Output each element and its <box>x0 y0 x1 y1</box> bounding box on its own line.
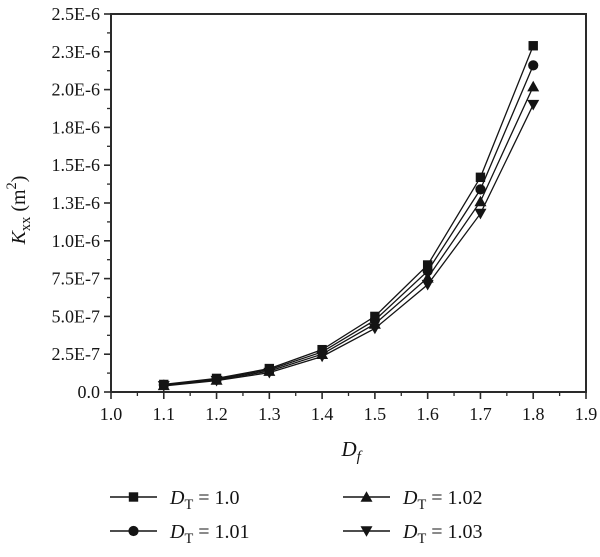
y-tick-label: 1.0E-6 <box>52 231 101 251</box>
legend: DT = 1.0 DT = 1.01 DT = 1.02 DT = 1.03 <box>110 487 483 547</box>
x-tick-label: 1.9 <box>575 404 598 424</box>
legend-item-3: DT = 1.03 <box>343 521 483 547</box>
x-tick-label: 1.6 <box>416 404 439 424</box>
x-tick-label: 1.1 <box>153 404 176 424</box>
y-tick-label: 7.5E-7 <box>52 269 101 289</box>
triangle-up-marker <box>474 195 487 207</box>
y-tick-label: 1.5E-6 <box>52 155 101 175</box>
y-tick-label: 2.0E-6 <box>52 80 101 100</box>
legend-item-2: DT = 1.02 <box>343 487 483 513</box>
legend-item-0: DT = 1.0 <box>110 487 240 513</box>
x-tick-label: 1.3 <box>258 404 281 424</box>
triangle-down-marker <box>263 367 276 379</box>
x-axis-title: Df <box>340 437 362 465</box>
legend-label: DT = 1.03 <box>402 521 483 547</box>
y-tick-label: 2.5E-7 <box>52 344 101 364</box>
triangle-up-marker <box>527 80 540 92</box>
triangle-down-marker <box>527 99 540 111</box>
series-line <box>163 45 534 386</box>
legend-item-1: DT = 1.01 <box>110 521 250 547</box>
square-marker <box>128 492 139 502</box>
square-marker <box>528 41 538 51</box>
data-series <box>157 41 540 392</box>
series-line <box>163 104 534 387</box>
series-line <box>163 65 534 386</box>
circle-marker <box>528 60 539 71</box>
triangle-down-marker <box>474 208 487 220</box>
triangle-down-marker <box>360 526 373 537</box>
y-tick-label: 2.3E-6 <box>52 42 101 62</box>
triangle-down-marker <box>421 279 434 291</box>
series-3 <box>157 99 540 392</box>
y-axis: 0.0 2.5E-7 5.0E-7 7.5E-7 1.0E-6 1.3E-6 1.5E-6 1… <box>52 4 111 402</box>
triangle-down-marker <box>368 323 381 335</box>
x-tick-label: 1.7 <box>469 404 492 424</box>
triangle-up-marker <box>360 491 373 502</box>
y-tick-label: 1.3E-6 <box>52 193 101 213</box>
x-axis: 1.0 1.1 1.2 1.3 1.4 1.5 1.6 1.7 1.8 1.9 <box>100 392 598 424</box>
y-tick-label: 5.0E-7 <box>52 306 101 326</box>
series-2 <box>157 80 540 391</box>
circle-marker <box>128 525 139 537</box>
legend-label: DT = 1.01 <box>169 521 250 547</box>
series-line <box>163 86 534 386</box>
y-tick-label: 2.5E-6 <box>52 4 101 24</box>
y-axis-title-text: Kxx (m2) <box>4 176 34 246</box>
circle-marker <box>475 184 486 195</box>
square-marker <box>422 260 433 270</box>
x-tick-label: 1.0 <box>100 404 123 424</box>
y-tick-label: 1.8E-6 <box>52 117 101 137</box>
x-axis-title-text: Df <box>340 437 362 465</box>
x-tick-label: 1.2 <box>205 404 228 424</box>
x-tick-label: 1.5 <box>364 404 387 424</box>
triangle-down-marker <box>316 351 329 363</box>
legend-label: DT = 1.02 <box>402 487 483 513</box>
x-tick-label: 1.8 <box>522 404 545 424</box>
triangle-down-marker <box>157 381 170 392</box>
series-1 <box>158 60 539 390</box>
triangle-down-marker <box>210 375 223 387</box>
legend-label: DT = 1.0 <box>169 487 240 513</box>
square-marker <box>475 172 486 182</box>
y-tick-label: 0.0 <box>78 382 101 402</box>
y-axis-title: Kxx (m2) <box>4 176 34 246</box>
x-tick-label: 1.4 <box>311 404 334 424</box>
